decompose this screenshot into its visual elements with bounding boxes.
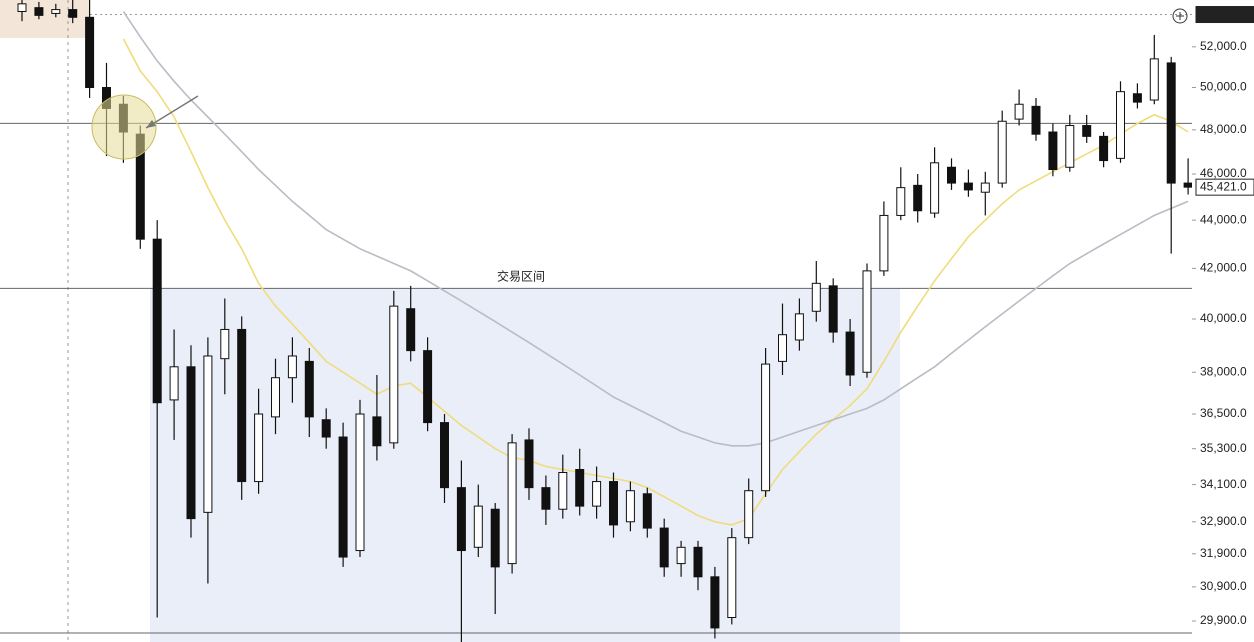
price-tag-label: 45,421.0 [1200, 179, 1247, 193]
add-icon [1172, 8, 1188, 24]
candle-body [355, 413, 365, 552]
candle-body [34, 7, 44, 16]
candle-body [761, 363, 771, 492]
y-tick-label: 29,900.0 [1200, 613, 1247, 627]
candle-body [220, 328, 230, 360]
candle-body [811, 282, 821, 312]
candle-body [254, 413, 264, 483]
candle-body [68, 9, 78, 18]
candle-body [473, 505, 483, 548]
candle-body [1014, 103, 1024, 120]
candle-body [659, 527, 669, 568]
y-tick-label: 34,100.0 [1200, 477, 1247, 491]
y-tick-label: 52,000.0 [1200, 39, 1247, 53]
candle-body [152, 238, 162, 404]
candle-body [85, 16, 95, 89]
candle-body [456, 487, 466, 552]
candle-body [321, 419, 331, 438]
price-axis [1192, 0, 1254, 642]
candle-body [913, 184, 923, 212]
candle-body [1048, 131, 1058, 171]
candle-body [203, 355, 213, 513]
candle-body [389, 305, 399, 444]
candle-body [963, 182, 973, 191]
candle-body [727, 537, 737, 619]
candle-body [794, 313, 804, 341]
candle-body [372, 416, 382, 447]
candle-body [778, 334, 787, 362]
moving-average [122, 11, 1189, 447]
y-tick-label: 38,000.0 [1200, 364, 1247, 378]
candle-body [592, 481, 602, 507]
arrow-head [146, 120, 156, 128]
candle-body [338, 436, 348, 558]
candle-body [828, 285, 838, 333]
candle-body [17, 3, 27, 13]
candle-body [406, 308, 416, 352]
y-tick-label: 31,900.0 [1200, 546, 1247, 560]
candle-body [51, 9, 61, 14]
candle-body [237, 328, 247, 483]
y-tick-label: 30,900.0 [1200, 579, 1247, 593]
y-tick-label: 46,000.0 [1200, 166, 1247, 180]
candle-body [930, 162, 940, 214]
y-tick-label: 48,000.0 [1200, 122, 1247, 136]
candle-body [524, 439, 534, 489]
candle-body [1132, 93, 1142, 103]
highlight-circle [91, 94, 157, 160]
y-tick-label: 44,000.0 [1200, 212, 1247, 226]
candle-body [423, 350, 433, 424]
axis-group: 52,000.0 50,000.0 48,000.0 46,000.0 44,000.0… [1192, 6, 1254, 627]
candle-body [1099, 135, 1109, 162]
candle-body [1166, 62, 1176, 184]
candle-body [744, 490, 754, 539]
candle-body [1149, 58, 1159, 101]
arrow [145, 95, 199, 129]
candle-body [625, 490, 635, 523]
range-label: 交易区间 [497, 269, 545, 284]
candle-body [947, 166, 956, 184]
candle-body [879, 214, 889, 272]
price-tag-label: 53,643.8 [1200, 7, 1247, 21]
candle-body [304, 360, 314, 418]
y-tick-label: 35,300.0 [1200, 441, 1247, 455]
candle-body [186, 366, 196, 520]
price-tag [1195, 6, 1254, 24]
plot: 交易区间 [0, 0, 1193, 642]
candle-body [862, 270, 872, 373]
candle-body [507, 442, 517, 565]
candle-body [980, 182, 990, 193]
candle-body [896, 187, 906, 216]
moving-average [122, 38, 1189, 526]
candle-body [693, 546, 703, 578]
y-tick-label: 50,000.0 [1200, 80, 1247, 94]
y-tick-label: 40,000.0 [1200, 311, 1247, 325]
highlight-zone [0, 0, 90, 38]
candle-body [642, 493, 652, 529]
candle-body [169, 366, 179, 401]
candle-body [1082, 125, 1092, 137]
candle-body [710, 576, 720, 629]
y-tick-label: 36,500.0 [1200, 406, 1247, 420]
y-tick-label: 32,900.0 [1200, 514, 1247, 528]
candle-body [575, 468, 585, 507]
candle-body [490, 508, 500, 568]
y-tick-label: 42,000.0 [1200, 261, 1247, 275]
price-tag [1195, 178, 1254, 196]
candle-body [997, 120, 1007, 184]
candle-body [1065, 125, 1075, 168]
candle-body [1031, 105, 1041, 135]
candle-body [440, 422, 449, 489]
candle-body [1183, 182, 1193, 188]
candle-body [541, 487, 551, 510]
candle-body [558, 471, 568, 510]
add-icon-plus [1176, 12, 1184, 20]
candle-body [676, 546, 686, 565]
candle-body [1116, 91, 1125, 159]
candle-body [609, 481, 618, 526]
candle-body [845, 331, 855, 376]
candle-body [271, 377, 280, 418]
candle-body [287, 355, 297, 379]
